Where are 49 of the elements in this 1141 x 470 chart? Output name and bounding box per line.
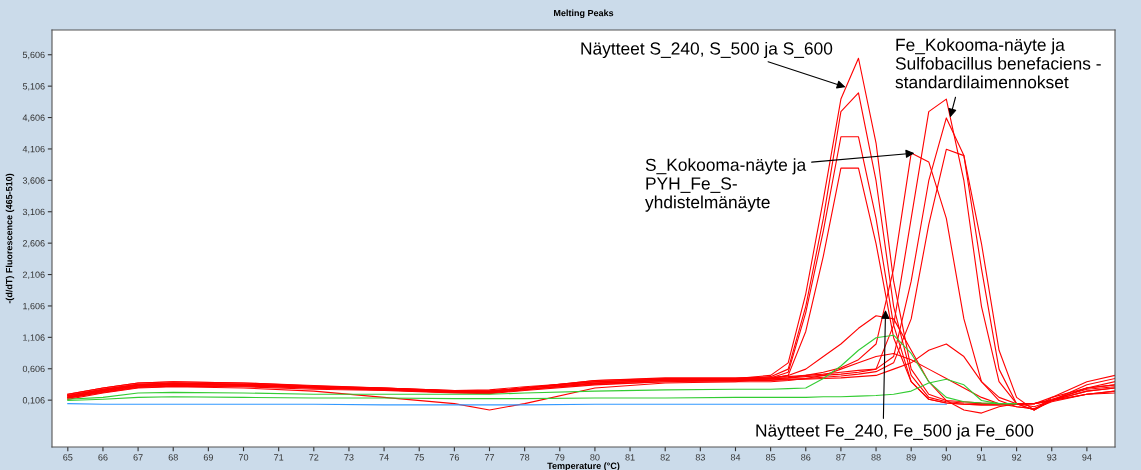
x-tick-label: 75: [414, 454, 424, 461]
x-tick-label: 91: [976, 454, 987, 461]
y-axis-title: -(d/dT) Fluorescence (465-510): [5, 173, 15, 304]
x-tick-label: 69: [203, 454, 213, 461]
x-tick-label: 68: [168, 454, 178, 461]
y-tick-label: 2,606: [22, 240, 45, 248]
x-tick-label: 77: [484, 454, 495, 461]
y-tick-label: 4,106: [22, 145, 45, 154]
x-tick-label: 92: [1012, 454, 1022, 461]
x-tick-label: 93: [1047, 454, 1057, 461]
x-tick-label: 67: [133, 454, 143, 461]
y-tick-label: 3,106: [22, 208, 45, 217]
chart-title: Melting Peaks: [554, 9, 614, 19]
x-tick-label: 80: [590, 454, 600, 461]
annotation: Näytteet S_240, S_500 ja S_600: [581, 41, 833, 59]
annotation: Fe_Kokooma-näyte ja Sulfobacillus benefaciens - standardilaimennokset: [895, 38, 1101, 89]
y-tick-label: 2,106: [22, 271, 45, 279]
x-tick-label: 90: [941, 454, 951, 461]
x-tick-label: 87: [836, 454, 846, 461]
y-tick-label: 5,606: [22, 51, 45, 60]
x-tick-label: 84: [730, 454, 741, 461]
x-tick-label: 81: [625, 454, 635, 461]
x-tick-label: 85: [765, 454, 776, 461]
x-tick-label: 86: [801, 454, 811, 461]
x-tick-label: 66: [98, 454, 108, 461]
y-tick-label: 0,106: [22, 397, 45, 405]
y-tick-label: 1,606: [23, 302, 45, 311]
x-tick-label: 83: [695, 454, 705, 461]
y-tick-label: 0,606: [22, 365, 45, 374]
y-tick-label: 5,106: [22, 83, 45, 91]
x-tick-label: 82: [660, 454, 670, 461]
annotation: Näytteet Fe_240, Fe_500 ja Fe_600: [756, 423, 1034, 441]
x-tick-label: 79: [555, 454, 565, 461]
annotation: S_Kokooma-näyte ja PYH_Fe_S- yhdistelmänäyte: [645, 158, 807, 212]
x-tick-label: 94: [1082, 454, 1092, 461]
x-tick-label: 72: [309, 454, 319, 461]
y-tick-label: 4,606: [22, 114, 45, 122]
y-tick-label: 3,606: [22, 177, 45, 185]
x-tick-label: 88: [871, 454, 881, 461]
x-tick-label: 65: [63, 454, 73, 461]
x-tick-label: 73: [344, 454, 354, 461]
x-axis-title: Temperature (°C): [547, 462, 620, 470]
x-tick-label: 76: [449, 454, 459, 461]
x-tick-label: 89: [906, 454, 916, 461]
x-tick-label: 71: [274, 454, 284, 461]
y-tick-label: 1,106: [23, 334, 45, 342]
x-tick-label: 70: [238, 454, 249, 461]
x-tick-label: 74: [379, 454, 389, 461]
x-tick-label: 78: [520, 454, 530, 461]
